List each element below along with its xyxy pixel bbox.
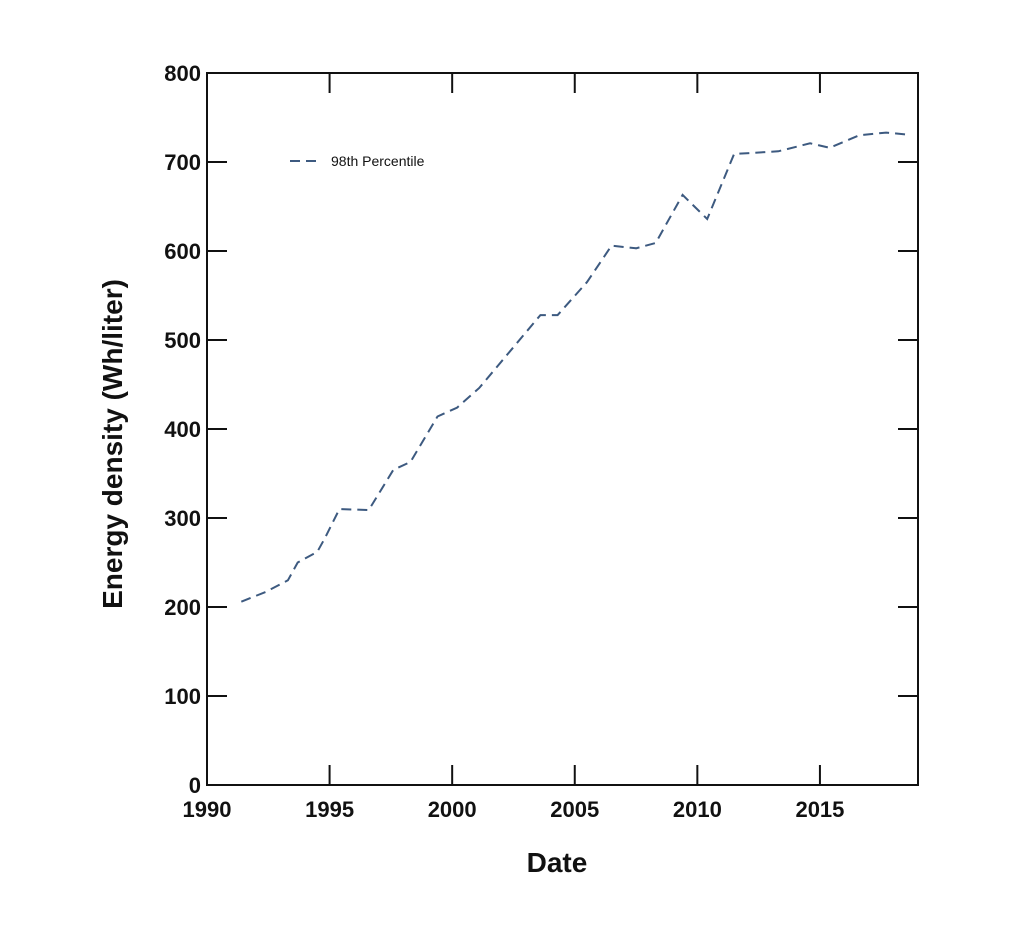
- series-line: [240, 131, 906, 603]
- x-tick-label: 1995: [305, 797, 354, 822]
- y-axis-title: Energy density (Wh/liter): [97, 279, 128, 609]
- x-tick-label: 2005: [550, 797, 599, 822]
- x-tick-label: 1990: [183, 797, 232, 822]
- legend-label: 98th Percentile: [331, 153, 425, 169]
- plot-border: [206, 72, 919, 786]
- y-tick-label: 100: [164, 684, 201, 709]
- x-tick-label: 2000: [428, 797, 477, 822]
- y-tick-label: 200: [164, 595, 201, 620]
- y-tick-label: 600: [164, 239, 201, 264]
- y-tick-label: 0: [189, 773, 201, 798]
- legend: 98th Percentile: [290, 153, 425, 169]
- y-tick-label: 300: [164, 506, 201, 531]
- y-tick-label: 700: [164, 150, 201, 175]
- x-tick-label: 2015: [795, 797, 844, 822]
- series-layer: [240, 131, 906, 603]
- y-tick-label: 800: [164, 61, 201, 86]
- y-tick-label: 500: [164, 328, 201, 353]
- plot-frame: [206, 72, 919, 786]
- y-axis-ticks: 0 100 200 300 400 500 600 700 800: [164, 61, 918, 798]
- x-axis-title: Date: [527, 847, 588, 878]
- x-axis-ticks: 1990 1995 2000 2005 2010 2015: [183, 73, 844, 822]
- x-tick-label: 2010: [673, 797, 722, 822]
- y-tick-label: 400: [164, 417, 201, 442]
